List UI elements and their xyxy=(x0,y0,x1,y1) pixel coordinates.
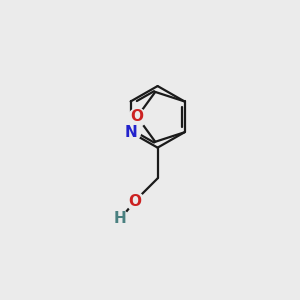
Text: O: O xyxy=(131,109,144,124)
Text: O: O xyxy=(128,194,142,208)
Text: H: H xyxy=(114,211,127,226)
Text: N: N xyxy=(124,125,137,140)
